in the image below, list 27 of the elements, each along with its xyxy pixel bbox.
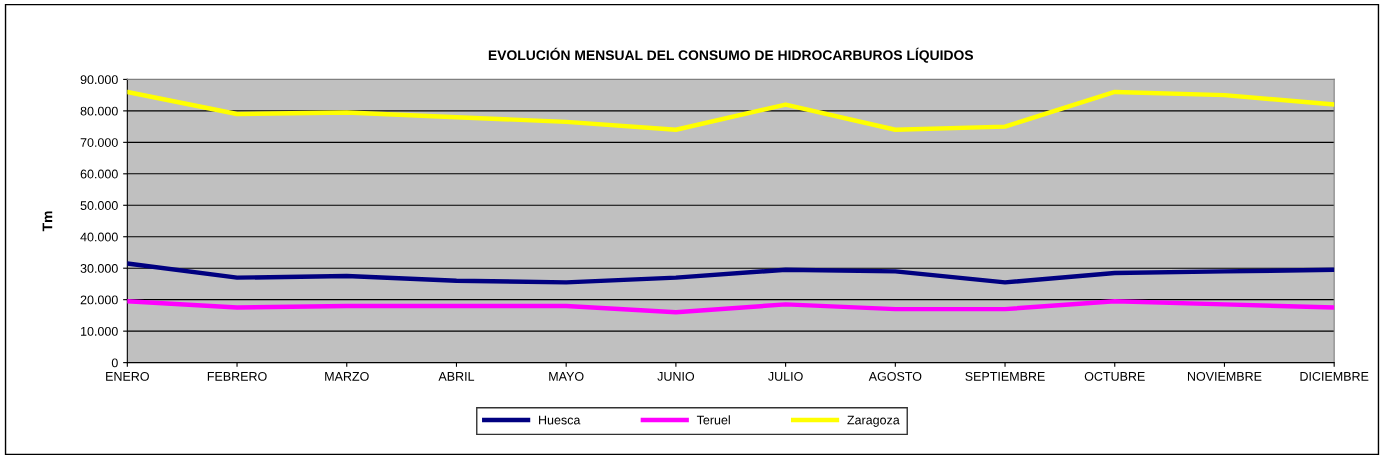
x-tick-label: OCTUBRE [1084,371,1145,381]
legend-label: Huesca [539,415,581,425]
legend-label: Zaragoza [847,415,900,427]
chart-title: EVOLUCIÓN MENSUAL DEL CONSUMO DE HIDROCARBUROS LÍQUIDOS [488,47,974,63]
y-tick-label: 60.000 [80,169,118,179]
x-tick-label: ENERO [106,371,149,381]
y-tick-label: 70.000 [80,138,118,147]
legend-label: Teruel [696,415,730,425]
y-tick-label: 40.000 [80,232,118,242]
y-tick-label: 90.000 [80,75,118,85]
y-axis-title: Tm [42,211,53,232]
y-tick-label: 80.000 [80,106,118,116]
y-tick-label: 30.000 [80,264,118,273]
x-tick-label: NOVIEMBRE [1187,371,1262,381]
y-tick-label: 20.000 [80,295,118,305]
x-tick-label: MARZO [325,371,369,381]
x-tick-label: MAYO [549,371,584,381]
x-tick-label: JUNIO [657,371,695,381]
x-tick-label: ABRIL [438,372,475,381]
x-tick-label: JULIO [768,371,803,381]
x-tick-label: AGOSTO [868,371,922,381]
y-tick-label: 50.000 [80,201,118,210]
y-tick-label: 0 [111,358,118,368]
y-tick-label: 10.000 [81,326,118,336]
x-tick-label: SEPTIEMBRE [965,371,1045,381]
x-tick-label: FEBRERO [207,371,267,381]
x-tick-label: DICIEMBRE [1300,371,1369,381]
